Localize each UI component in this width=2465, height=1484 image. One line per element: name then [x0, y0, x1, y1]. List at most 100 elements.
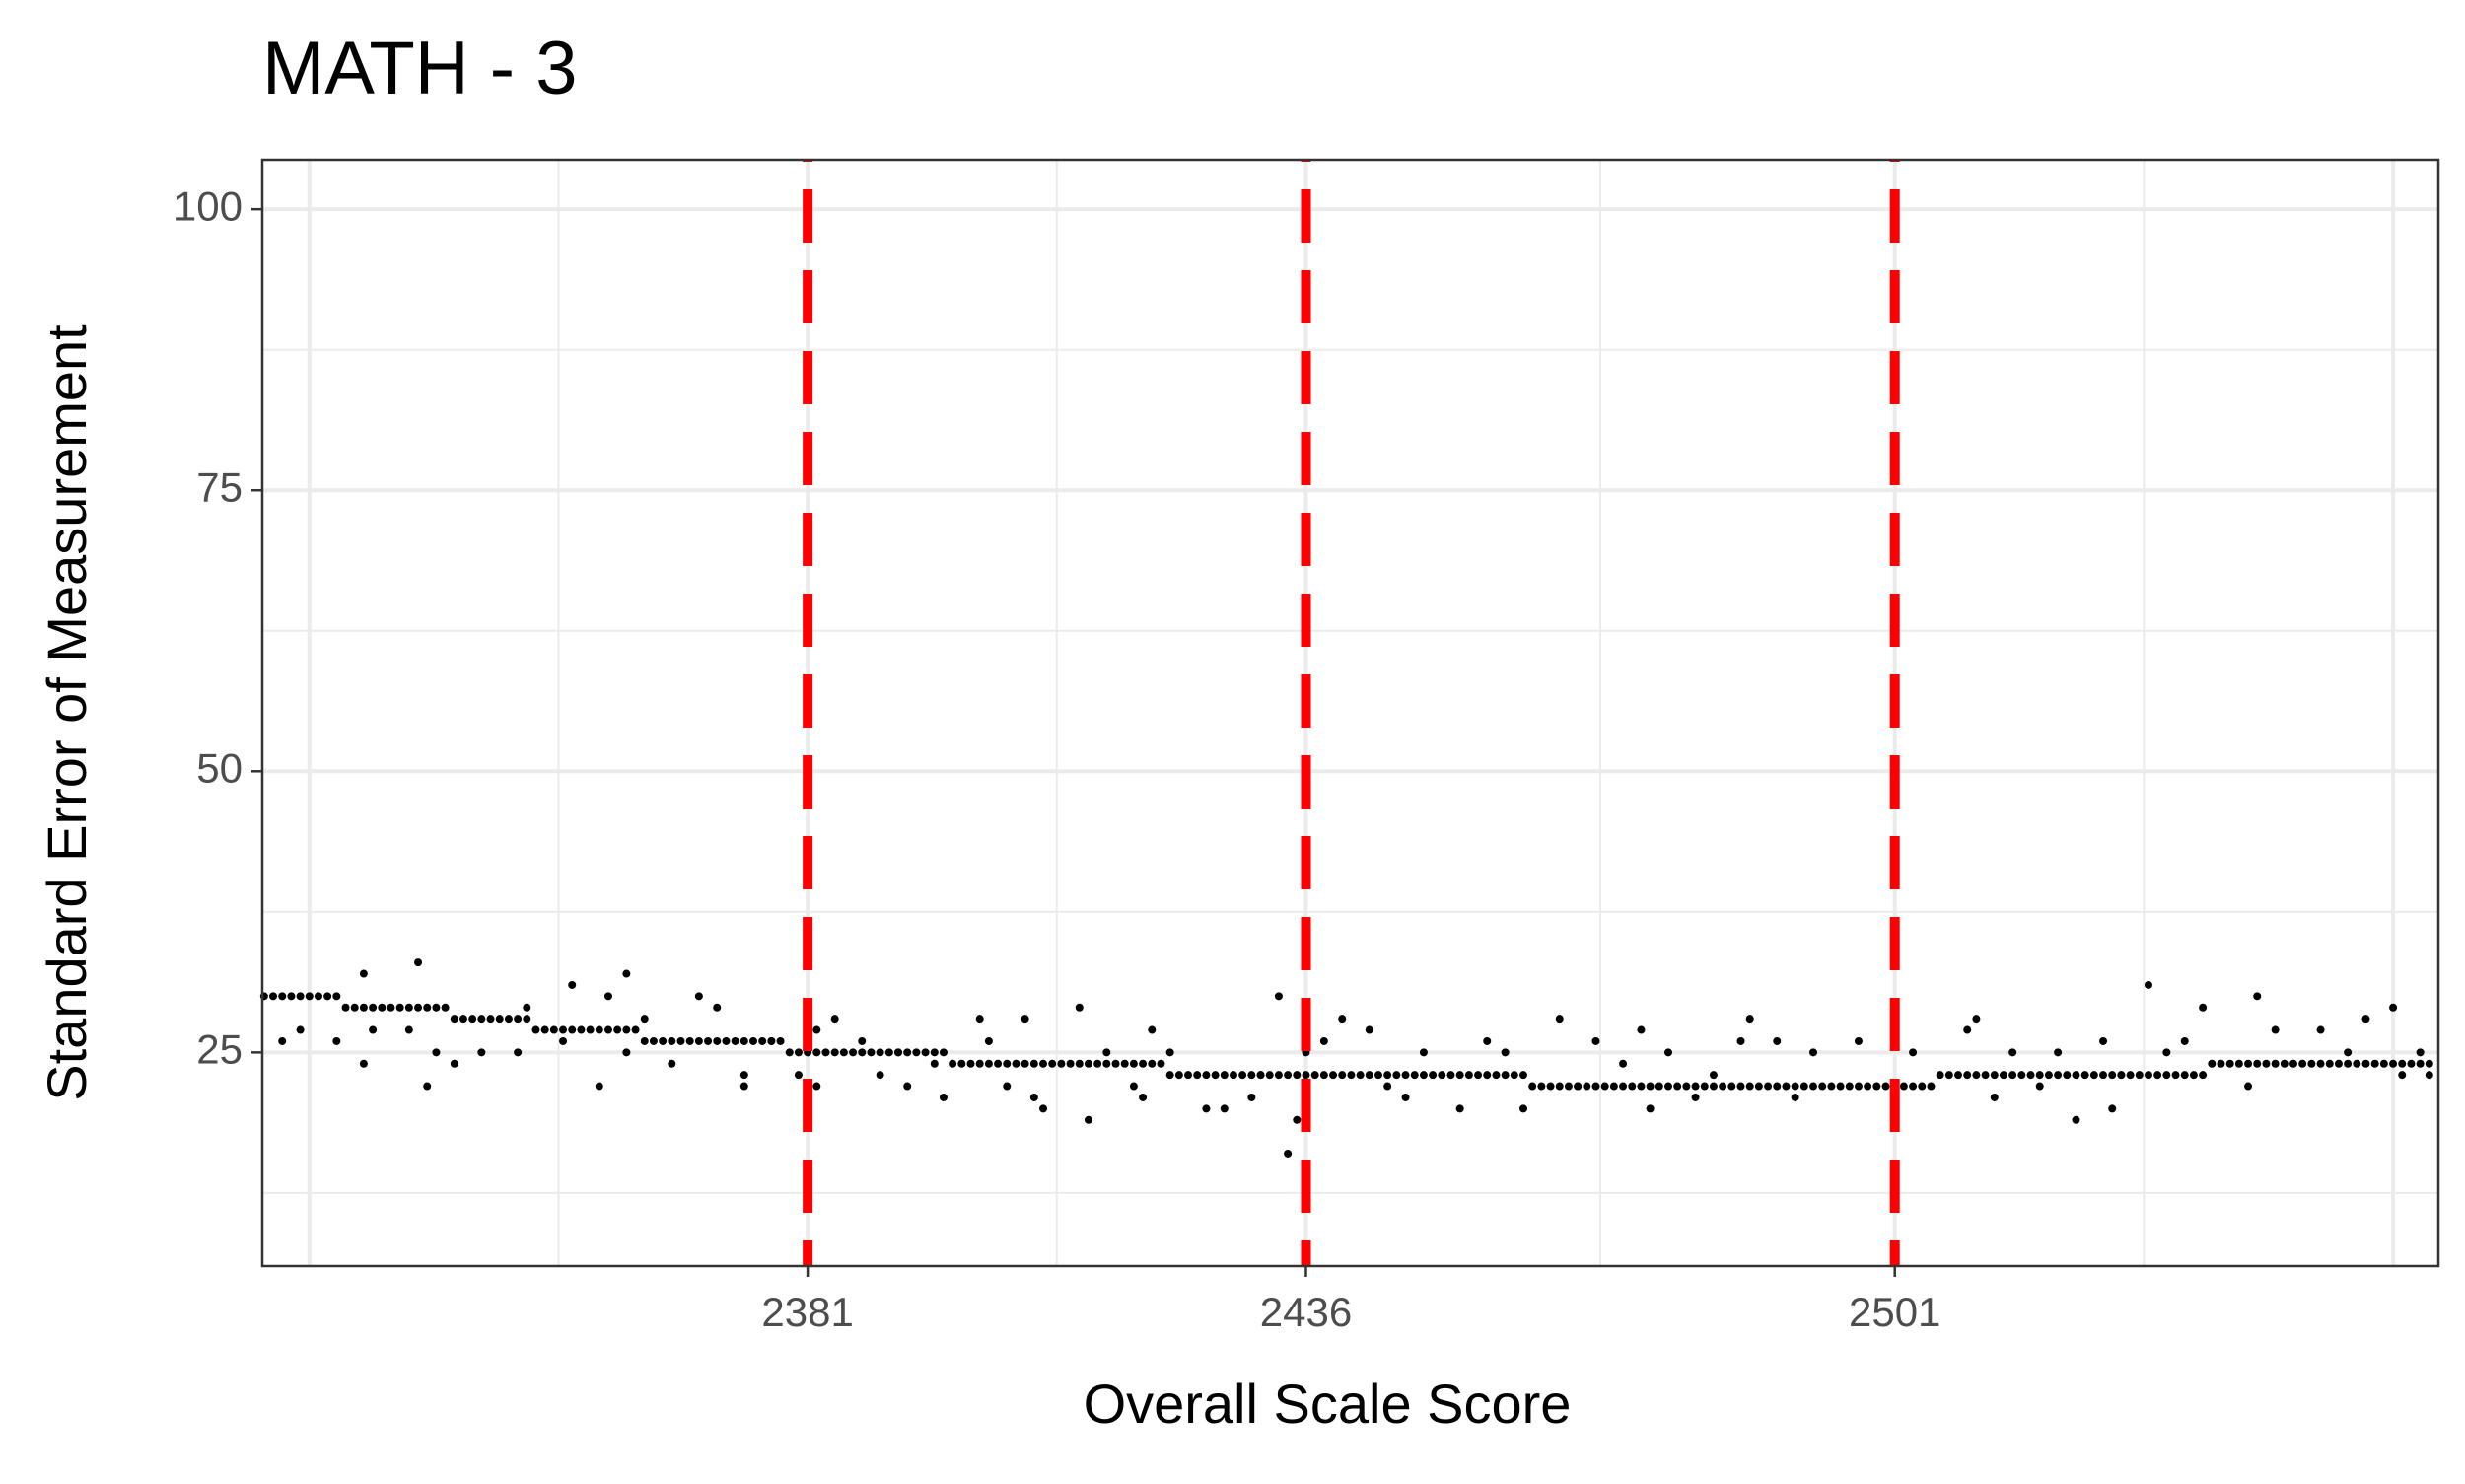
y-axis-title: Standard Error of Measurement [35, 324, 98, 1101]
point [867, 1048, 876, 1057]
point [468, 1015, 477, 1024]
point [1954, 1071, 1963, 1080]
point [278, 992, 287, 1001]
point [269, 992, 278, 1001]
point [2262, 1059, 2271, 1068]
point [504, 1015, 513, 1024]
point [296, 992, 305, 1001]
point [2108, 1104, 2117, 1113]
point [395, 1003, 404, 1012]
point [2171, 1071, 2180, 1080]
point [1664, 1082, 1673, 1091]
point [1709, 1082, 1718, 1091]
point [1383, 1082, 1392, 1091]
point [1247, 1071, 1256, 1080]
point [1628, 1082, 1637, 1091]
point [387, 1003, 395, 1012]
point [694, 1036, 703, 1045]
point [984, 1059, 993, 1068]
point [2180, 1036, 2189, 1045]
point [595, 1082, 603, 1091]
point [350, 1003, 359, 1012]
point [694, 992, 703, 1001]
point [1655, 1082, 1663, 1091]
point [2407, 1059, 2416, 1068]
point [1003, 1082, 1012, 1091]
point [2054, 1048, 2063, 1057]
point [1483, 1036, 1492, 1045]
point [1474, 1071, 1483, 1080]
point [1021, 1059, 1029, 1068]
point [2334, 1059, 2343, 1068]
point [1682, 1082, 1691, 1091]
point [568, 1025, 577, 1034]
point [1148, 1059, 1157, 1068]
point [839, 1048, 848, 1057]
point [1691, 1093, 1700, 1101]
point [1854, 1082, 1863, 1091]
point [2199, 1071, 2208, 1080]
point [2126, 1071, 2135, 1080]
point [2389, 1059, 2398, 1068]
x-tick-label: 2381 [761, 1289, 853, 1335]
point [1284, 1149, 1293, 1158]
point [514, 1048, 523, 1057]
point [640, 1015, 649, 1024]
point [758, 1036, 767, 1045]
point [323, 992, 332, 1001]
point [2008, 1071, 2017, 1080]
point [1202, 1071, 1211, 1080]
point [1972, 1015, 1981, 1024]
point [477, 1015, 486, 1024]
point [794, 1071, 803, 1080]
point [876, 1071, 884, 1080]
point [776, 1036, 785, 1045]
point [830, 1048, 839, 1057]
point [523, 1015, 531, 1024]
point [640, 1036, 649, 1045]
point [341, 1003, 350, 1012]
point [1319, 1036, 1328, 1045]
point [1555, 1015, 1564, 1024]
point [1220, 1104, 1229, 1113]
point [1637, 1025, 1646, 1034]
point [1909, 1082, 1918, 1091]
point [812, 1025, 821, 1034]
point [740, 1082, 748, 1091]
point [404, 1003, 413, 1012]
point [1518, 1104, 1527, 1113]
point [514, 1015, 523, 1024]
x-tick-label: 2501 [1849, 1289, 1940, 1335]
point [1791, 1093, 1799, 1101]
point [713, 1036, 722, 1045]
point [858, 1048, 867, 1057]
point [2189, 1071, 2198, 1080]
point [1637, 1082, 1646, 1091]
point [1619, 1082, 1628, 1091]
point [432, 1048, 441, 1057]
point [359, 1003, 368, 1012]
point [2244, 1059, 2253, 1068]
point [921, 1048, 930, 1057]
point [704, 1036, 713, 1045]
point [559, 1025, 568, 1034]
point [2035, 1071, 2044, 1080]
point [631, 1025, 640, 1034]
point [2289, 1059, 2297, 1068]
point [2344, 1048, 2353, 1057]
point [1619, 1059, 1628, 1068]
point [2089, 1071, 2098, 1080]
point [821, 1048, 830, 1057]
point [1401, 1071, 1410, 1080]
point [830, 1015, 839, 1024]
point [378, 1003, 387, 1012]
point [939, 1093, 948, 1101]
point [586, 1025, 595, 1034]
point [1736, 1036, 1745, 1045]
point [2072, 1071, 2080, 1080]
point [2144, 980, 2152, 989]
point [1274, 992, 1283, 1001]
point [278, 1036, 287, 1045]
